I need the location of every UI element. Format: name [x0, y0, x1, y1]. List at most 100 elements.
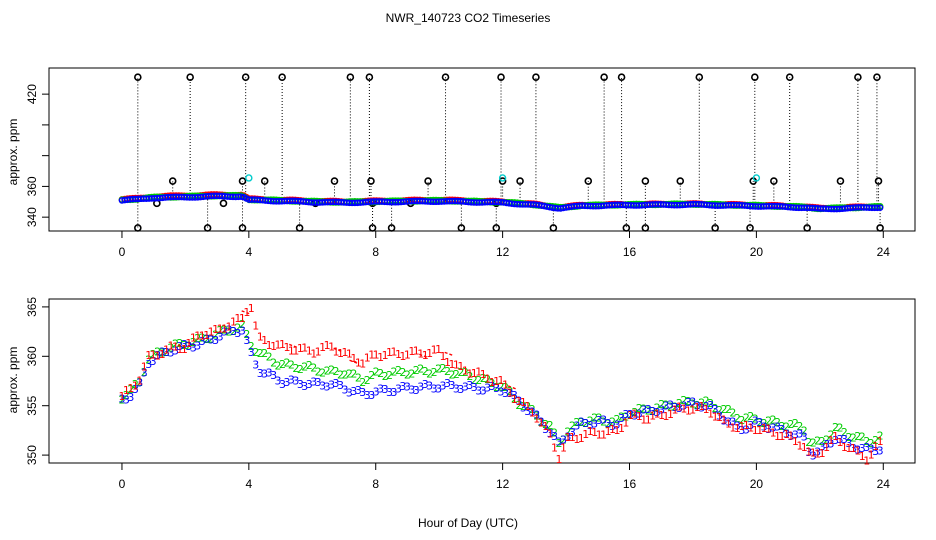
series-1-marker: 1 [172, 340, 179, 353]
series-1-marker: 1 [752, 424, 759, 437]
series-3-marker: 3 [297, 378, 304, 391]
series-1-marker: 1 [404, 348, 411, 361]
series-3-marker: 3 [587, 419, 594, 432]
series-1-marker: 1 [716, 411, 723, 424]
series-3-marker: 3 [386, 386, 393, 399]
series-3-marker: 3 [752, 414, 759, 427]
series-3-marker: 3 [185, 340, 192, 353]
series-1-marker: 1 [315, 346, 322, 359]
series-2-marker: 2 [480, 372, 487, 385]
series-3-marker: 3 [453, 382, 460, 395]
series-1-marker: 1 [221, 322, 228, 335]
series-2-marker: 2 [230, 325, 237, 338]
series-1-marker: 1 [698, 400, 705, 413]
series-3-marker: 3 [355, 384, 362, 397]
series-1-marker: 1 [636, 410, 643, 423]
series-2-marker: 2 [257, 347, 264, 360]
series-1-marker: 1 [832, 430, 839, 443]
y-tick-label: 340 [25, 207, 39, 227]
series-1-marker: 1 [596, 428, 603, 441]
series-1-marker: 1 [359, 357, 366, 370]
series-1-marker: 1 [498, 374, 505, 387]
series-1-marker: 1 [489, 376, 496, 389]
series-3-marker: 3 [556, 436, 563, 449]
series-blue-point [874, 204, 881, 212]
series-2-marker: 2 [819, 435, 826, 448]
series-3-marker: 3 [859, 442, 866, 455]
series-3-marker: 3 [828, 437, 835, 450]
series-2-marker: 2 [413, 364, 420, 377]
series-1-marker: 1 [774, 430, 781, 443]
red-dash-segment [507, 385, 517, 390]
series-2-marker: 2 [805, 436, 812, 449]
series-3-marker: 3 [765, 423, 772, 436]
series-1-marker: 1 [712, 411, 719, 424]
series-2-marker: 2 [422, 365, 429, 378]
series-3-marker: 3 [663, 400, 670, 413]
spike-mid-point [260, 177, 269, 185]
series-3-marker: 3 [774, 420, 781, 433]
series-2-marker: 2 [716, 404, 723, 417]
spike-mid-point [498, 177, 507, 185]
series-1-marker: 1 [787, 429, 794, 442]
series-1-marker: 1 [337, 347, 344, 360]
series-2-marker: 2 [787, 418, 794, 431]
series-3-marker: 3 [805, 446, 812, 459]
series-blue-point [876, 204, 884, 211]
series-1-marker: 1 [168, 339, 175, 352]
series-3-marker: 3 [631, 410, 638, 423]
series-3-marker: 3 [431, 382, 438, 395]
series-2-marker: 2 [502, 381, 509, 394]
series-2-marker: 2 [350, 367, 357, 380]
series-1-marker: 1 [270, 340, 277, 353]
series-3-marker: 3 [408, 384, 415, 397]
spike-high-point [532, 73, 540, 82]
series-1-marker: 1 [426, 347, 433, 360]
series-1-marker: 1 [208, 326, 215, 339]
series-2-marker: 2 [185, 339, 192, 352]
series-1-marker: 1 [417, 347, 424, 360]
series-2-marker: 2 [234, 322, 241, 335]
series-3-marker: 3 [667, 399, 674, 412]
x-tick-label: 4 [246, 245, 253, 259]
series-3-marker: 3 [118, 392, 125, 405]
series-2-marker: 2 [796, 420, 803, 433]
series-1-marker: 1 [324, 339, 331, 352]
series-2-marker: 2 [761, 417, 768, 430]
series-1-marker: 1 [694, 401, 701, 414]
series-3-marker: 3 [359, 386, 366, 399]
series-3-marker: 3 [368, 389, 375, 402]
y-tick-label: 350 [25, 445, 39, 465]
series-1-marker: 1 [520, 396, 527, 409]
spike-high-point [617, 73, 626, 82]
series-1-marker: 1 [529, 407, 536, 420]
series-2-marker: 2 [841, 426, 848, 439]
series-2-marker: 2 [457, 366, 464, 379]
series-1-marker: 1 [275, 338, 282, 351]
series-3-marker: 3 [426, 379, 433, 392]
series-1-marker: 1 [341, 346, 348, 359]
series-2-marker: 2 [466, 370, 473, 383]
series-1-marker: 1 [819, 447, 826, 460]
series-2-marker: 2 [136, 376, 143, 389]
y-tick-label: 360 [25, 176, 39, 196]
series-1-marker: 1 [444, 356, 451, 369]
series-3-marker: 3 [520, 401, 527, 414]
series-1-marker: 1 [663, 410, 670, 423]
series-3-marker: 3 [417, 381, 424, 394]
series-1-marker: 1 [515, 395, 522, 408]
series-1-marker: 1 [872, 440, 879, 453]
series-2-marker: 2 [212, 328, 219, 341]
series-3-marker: 3 [328, 378, 335, 391]
series-2-marker: 2 [297, 363, 304, 376]
series-3-marker: 3 [377, 383, 384, 396]
spike-high-point [751, 73, 759, 82]
series-1-marker: 1 [217, 322, 224, 335]
red-dash-segment [419, 353, 428, 358]
x-tick-label: 20 [750, 477, 764, 491]
spike-high-point [854, 73, 862, 82]
series-2-marker: 2 [489, 377, 496, 390]
series-2-marker: 2 [275, 359, 282, 372]
series-3-marker: 3 [596, 414, 603, 427]
